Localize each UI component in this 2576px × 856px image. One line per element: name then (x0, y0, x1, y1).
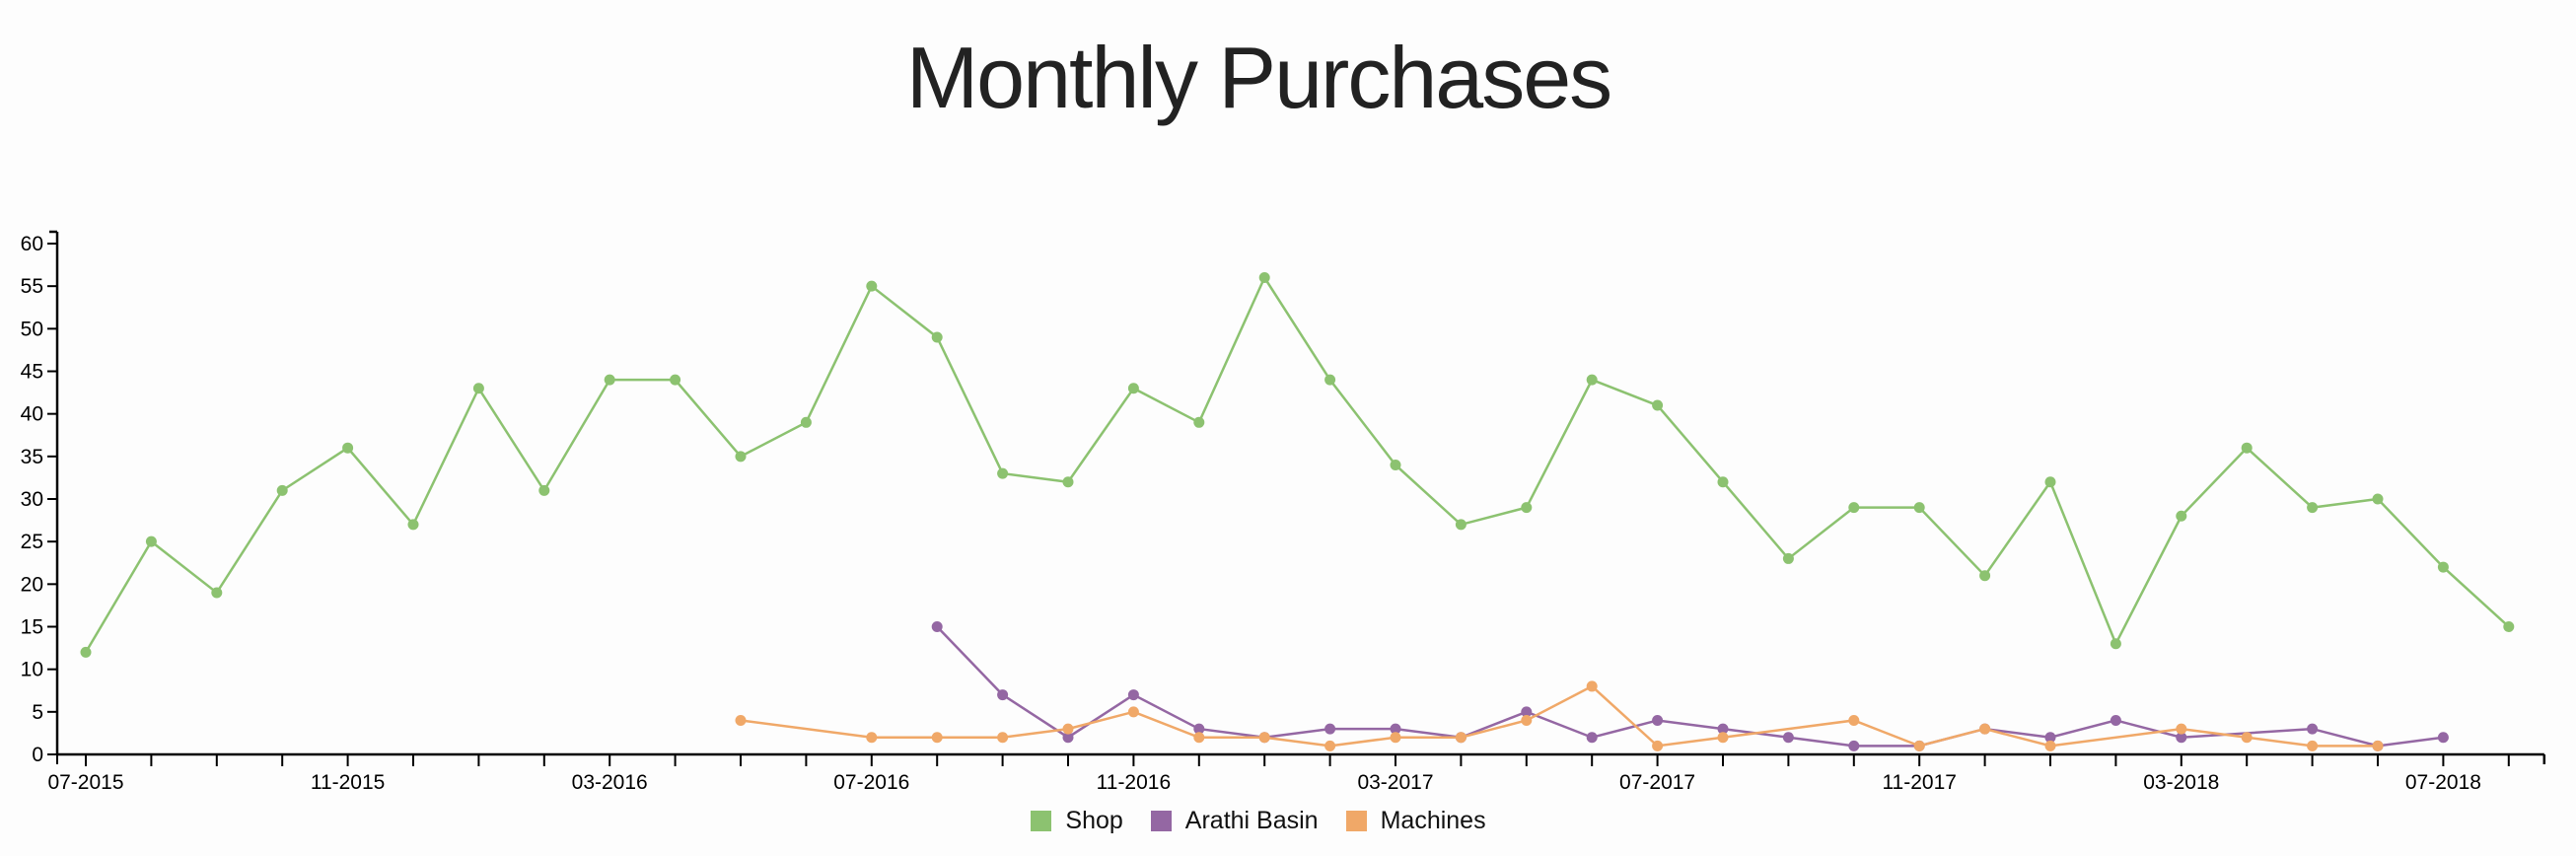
legend-label: Arathi Basin (1184, 807, 1319, 834)
svg-text:40: 40 (21, 403, 43, 426)
svg-text:45: 45 (21, 361, 43, 384)
legend-label: Machines (1380, 807, 1486, 834)
svg-text:10: 10 (21, 659, 43, 681)
svg-text:11-2016: 11-2016 (1097, 771, 1172, 794)
legend-item-arathi-basin: Arathi Basin (1150, 807, 1319, 835)
legend-item-shop: Shop (1031, 807, 1123, 835)
svg-text:60: 60 (21, 233, 43, 255)
svg-text:20: 20 (21, 573, 43, 596)
svg-text:07-2015: 07-2015 (47, 771, 123, 794)
svg-text:50: 50 (21, 318, 43, 340)
svg-text:5: 5 (32, 701, 43, 724)
legend: Shop Arathi Basin Machines (0, 807, 2517, 835)
chart-title: Monthly Purchases (905, 29, 1612, 126)
shop-swatch-icon (1031, 811, 1052, 831)
arathi-basin-swatch-icon (1150, 811, 1172, 831)
svg-text:07-2017: 07-2017 (1619, 771, 1695, 794)
svg-text:55: 55 (21, 275, 43, 298)
svg-text:0: 0 (32, 744, 43, 766)
legend-item-machines: Machines (1345, 807, 1486, 835)
svg-text:03-2016: 03-2016 (572, 771, 648, 794)
svg-text:07-2016: 07-2016 (833, 771, 909, 794)
svg-text:11-2015: 11-2015 (311, 771, 386, 794)
svg-text:11-2017: 11-2017 (1882, 771, 1957, 794)
svg-text:25: 25 (21, 531, 43, 553)
svg-text:35: 35 (21, 446, 43, 468)
svg-text:03-2017: 03-2017 (1357, 771, 1433, 794)
svg-text:15: 15 (21, 616, 43, 639)
svg-text:03-2018: 03-2018 (2143, 771, 2219, 794)
legend-label: Shop (1065, 807, 1123, 834)
svg-text:07-2018: 07-2018 (2405, 771, 2481, 794)
svg-text:30: 30 (21, 488, 43, 511)
machines-swatch-icon (1345, 811, 1367, 831)
